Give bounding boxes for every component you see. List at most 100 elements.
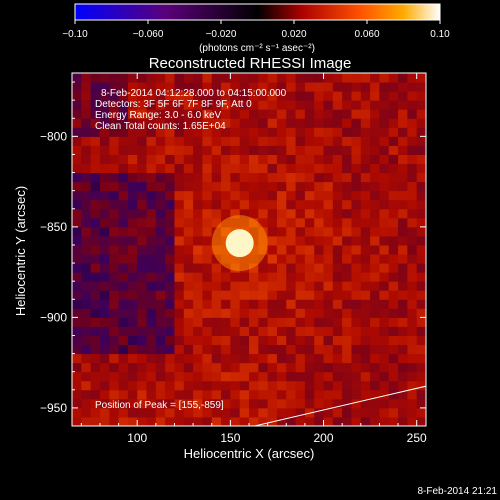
heatmap-cell (267, 226, 278, 237)
heatmap-cell (304, 136, 315, 146)
heatmap-cell (211, 91, 222, 101)
heatmap-cell (127, 235, 138, 246)
heatmap-cell (81, 308, 92, 318)
heatmap-cell (360, 326, 371, 336)
heatmap-cell (267, 281, 278, 291)
heatmap-cell (155, 118, 166, 128)
heatmap-cell (360, 235, 371, 246)
heatmap-cell (165, 226, 175, 237)
heatmap-cell (388, 389, 399, 400)
heatmap-cell (249, 172, 259, 183)
heatmap-cell (109, 272, 120, 282)
heatmap-cell (211, 136, 222, 146)
heatmap-cell (165, 380, 175, 391)
heatmap-cell (183, 217, 194, 228)
heatmap-cell (137, 380, 148, 391)
heatmap-cell (239, 362, 250, 373)
heatmap-cell (118, 163, 129, 174)
heatmap-cell (81, 254, 92, 264)
heatmap-cell (118, 127, 129, 137)
heatmap-cell (416, 407, 426, 418)
heatmap-cell (332, 136, 343, 146)
heatmap-cell (267, 290, 278, 300)
heatmap-cell (360, 163, 371, 174)
heatmap-cell (109, 263, 120, 273)
heatmap-cell (221, 299, 231, 309)
heatmap-cell (314, 353, 325, 364)
heatmap-cell (118, 308, 129, 318)
heatmap-cell (295, 272, 306, 282)
heatmap-cell (202, 208, 213, 219)
heatmap-cell (332, 208, 343, 219)
heatmap-cell (388, 127, 399, 137)
heatmap-cell (174, 208, 185, 219)
heatmap-cell (127, 172, 138, 183)
heatmap-cell (407, 254, 418, 264)
heatmap-cell (407, 208, 418, 219)
heatmap-cell (109, 100, 120, 110)
heatmap-cell (342, 353, 352, 364)
heatmap-cell (286, 335, 297, 346)
heatmap-cell (323, 371, 334, 382)
heatmap-cell (81, 317, 92, 327)
heatmap-cell (221, 362, 231, 373)
peak-position-label: Position of Peak = [155,-859] (95, 400, 224, 411)
x-tick-label: 200 (314, 431, 334, 445)
heatmap-cell (388, 335, 399, 346)
heatmap-cell (183, 317, 194, 327)
heatmap-cell (416, 344, 426, 355)
heatmap-cell (137, 244, 148, 255)
heatmap-cell (295, 335, 306, 346)
heatmap-cell (183, 208, 194, 219)
heatmap-cell (137, 100, 148, 110)
heatmap-cell (388, 100, 399, 110)
heatmap-cell (416, 308, 426, 318)
heatmap-cell (295, 154, 306, 165)
heatmap-cell (193, 353, 203, 364)
heatmap-cell (388, 181, 399, 192)
heatmap-cell (416, 235, 426, 246)
heatmap-cell (314, 371, 325, 382)
heatmap-cell (332, 145, 343, 155)
heatmap-cell (360, 217, 371, 228)
heatmap-cell (118, 290, 129, 300)
heatmap-cell (211, 317, 222, 327)
heatmap-cell (314, 235, 325, 246)
heatmap-cell (165, 371, 175, 382)
heatmap-cell (295, 254, 306, 264)
heatmap-cell (193, 263, 203, 273)
heatmap-cell (267, 73, 278, 83)
heatmap-cell (314, 82, 325, 92)
heatmap-cell (388, 82, 399, 92)
heatmap-cell (388, 226, 399, 237)
heatmap-cell (155, 73, 166, 83)
heatmap-cell (407, 281, 418, 291)
heatmap-cell (304, 380, 315, 391)
heatmap-cell (370, 154, 380, 165)
heatmap-cell (398, 181, 408, 192)
heatmap-cell (295, 317, 306, 327)
heatmap-cell (416, 272, 426, 282)
heatmap-cell (276, 82, 287, 92)
heatmap-cell (398, 109, 408, 119)
heatmap-cell (239, 398, 250, 409)
heatmap-cell (230, 326, 241, 336)
heatmap-cell (379, 398, 390, 409)
heatmap-cell (211, 389, 222, 400)
heatmap-cell (90, 172, 101, 183)
heatmap-cell (276, 217, 287, 228)
heatmap-cell (314, 263, 325, 273)
heatmap-cell (323, 244, 334, 255)
heatmap-cell (267, 199, 278, 210)
heatmap-cell (90, 371, 101, 382)
heatmap-cell (193, 172, 203, 183)
heatmap-cell (379, 362, 390, 373)
heatmap-cell (81, 118, 92, 128)
heatmap-cell (193, 335, 203, 346)
heatmap-cell (360, 109, 371, 119)
heatmap-cell (407, 226, 418, 237)
heatmap-cell (81, 163, 92, 174)
heatmap-cell (295, 217, 306, 228)
heatmap-cell (202, 281, 213, 291)
heatmap-cell (137, 335, 148, 346)
